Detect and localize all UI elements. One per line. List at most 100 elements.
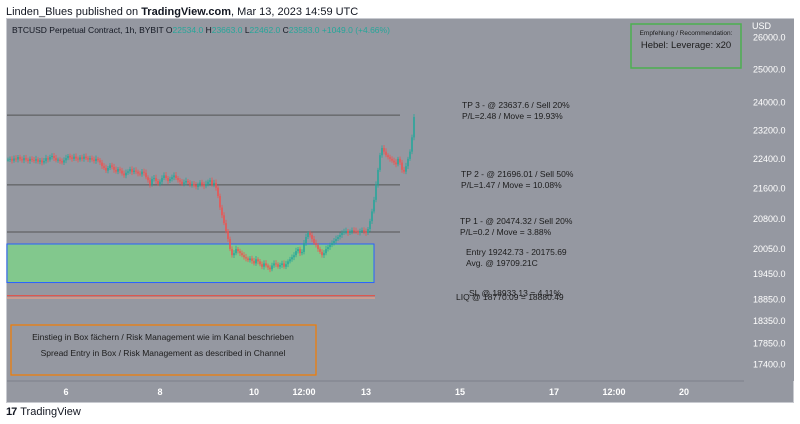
candle-body[interactable] bbox=[171, 177, 173, 180]
candle-body[interactable] bbox=[101, 162, 103, 167]
candle-body[interactable] bbox=[255, 259, 257, 264]
candle-body[interactable] bbox=[303, 243, 305, 252]
candle-body[interactable] bbox=[321, 251, 323, 256]
candle-body[interactable] bbox=[191, 183, 193, 185]
candle-body[interactable] bbox=[75, 156, 77, 159]
candle-body[interactable] bbox=[167, 177, 169, 181]
candle-body[interactable] bbox=[143, 171, 145, 173]
candle-body[interactable] bbox=[287, 261, 289, 265]
candle-body[interactable] bbox=[323, 253, 325, 256]
candle-body[interactable] bbox=[251, 258, 253, 261]
candle-body[interactable] bbox=[327, 247, 329, 250]
candle-body[interactable] bbox=[83, 156, 85, 159]
candle-body[interactable] bbox=[139, 173, 141, 175]
candle-body[interactable] bbox=[245, 257, 247, 259]
candle-body[interactable] bbox=[397, 158, 399, 165]
candle-body[interactable] bbox=[385, 151, 387, 156]
candle-body[interactable] bbox=[79, 157, 81, 160]
candle-body[interactable] bbox=[393, 160, 395, 163]
candle-body[interactable] bbox=[179, 180, 181, 182]
candle-body[interactable] bbox=[95, 158, 97, 162]
candle-body[interactable] bbox=[345, 231, 347, 233]
footer-brand[interactable]: TradingView bbox=[20, 406, 81, 418]
candle-body[interactable] bbox=[409, 151, 411, 159]
candle-body[interactable] bbox=[273, 263, 275, 266]
candle-body[interactable] bbox=[145, 172, 147, 178]
info-box[interactable] bbox=[10, 324, 317, 376]
candle-body[interactable] bbox=[277, 264, 279, 267]
candle-body[interactable] bbox=[195, 185, 197, 187]
candle-body[interactable] bbox=[353, 230, 355, 232]
candle-body[interactable] bbox=[399, 158, 401, 163]
candle-body[interactable] bbox=[241, 253, 243, 256]
candle-body[interactable] bbox=[305, 236, 307, 244]
candle-body[interactable] bbox=[225, 223, 227, 232]
candle-body[interactable] bbox=[281, 263, 283, 266]
candle-body[interactable] bbox=[39, 160, 41, 162]
candle-body[interactable] bbox=[157, 180, 159, 184]
candle-body[interactable] bbox=[249, 258, 251, 261]
candle-body[interactable] bbox=[87, 158, 89, 160]
candle-body[interactable] bbox=[359, 231, 361, 233]
candle-body[interactable] bbox=[193, 183, 195, 186]
candle-body[interactable] bbox=[275, 263, 277, 265]
candle-body[interactable] bbox=[129, 169, 131, 172]
candle-body[interactable] bbox=[65, 158, 67, 161]
candle-body[interactable] bbox=[311, 234, 313, 239]
candle-body[interactable] bbox=[239, 251, 241, 254]
candle-body[interactable] bbox=[403, 169, 405, 172]
candle-body[interactable] bbox=[59, 159, 61, 162]
candle-body[interactable] bbox=[299, 249, 301, 254]
candle-body[interactable] bbox=[293, 255, 295, 258]
candle-body[interactable] bbox=[267, 265, 269, 268]
candle-body[interactable] bbox=[163, 175, 165, 178]
candle-body[interactable] bbox=[31, 158, 33, 160]
candle-body[interactable] bbox=[357, 231, 359, 233]
price-axis[interactable] bbox=[744, 19, 794, 381]
candle-body[interactable] bbox=[221, 207, 223, 216]
candle-body[interactable] bbox=[337, 236, 339, 239]
candle-body[interactable] bbox=[113, 166, 115, 170]
candle-body[interactable] bbox=[261, 264, 263, 267]
candle-body[interactable] bbox=[187, 180, 189, 183]
candle-body[interactable] bbox=[81, 157, 83, 159]
candle-body[interactable] bbox=[413, 116, 415, 138]
candle-body[interactable] bbox=[53, 155, 55, 159]
candle-body[interactable] bbox=[127, 171, 129, 173]
candle-body[interactable] bbox=[289, 259, 291, 262]
candle-body[interactable] bbox=[151, 179, 153, 185]
site-name[interactable]: TradingView.com bbox=[141, 6, 232, 18]
candle-body[interactable] bbox=[379, 155, 381, 170]
candle-body[interactable] bbox=[317, 245, 319, 250]
candle-body[interactable] bbox=[325, 249, 327, 254]
candle-body[interactable] bbox=[153, 177, 155, 180]
candle-body[interactable] bbox=[135, 170, 137, 172]
candle-body[interactable] bbox=[227, 231, 229, 239]
candle-body[interactable] bbox=[209, 180, 211, 182]
candle-body[interactable] bbox=[233, 253, 235, 256]
candle-body[interactable] bbox=[243, 255, 245, 258]
candle-body[interactable] bbox=[23, 158, 25, 161]
candle-body[interactable] bbox=[279, 265, 281, 267]
candle-body[interactable] bbox=[119, 169, 121, 171]
candle-body[interactable] bbox=[181, 181, 183, 184]
candle-body[interactable] bbox=[363, 230, 365, 232]
candle-body[interactable] bbox=[35, 159, 37, 161]
candle-body[interactable] bbox=[97, 158, 99, 161]
candle-body[interactable] bbox=[391, 158, 393, 161]
candle-body[interactable] bbox=[213, 182, 215, 185]
candle-body[interactable] bbox=[377, 169, 379, 185]
candle-body[interactable] bbox=[27, 159, 29, 162]
candle-body[interactable] bbox=[37, 159, 39, 162]
candle-body[interactable] bbox=[111, 165, 113, 167]
candle-body[interactable] bbox=[13, 158, 15, 161]
candle-body[interactable] bbox=[197, 184, 199, 187]
candle-body[interactable] bbox=[105, 168, 107, 171]
candle-body[interactable] bbox=[69, 155, 71, 158]
candle-body[interactable] bbox=[173, 175, 175, 178]
chart-container[interactable] bbox=[6, 18, 794, 403]
candle-body[interactable] bbox=[201, 182, 203, 185]
candle-body[interactable] bbox=[155, 177, 157, 181]
candle-body[interactable] bbox=[265, 263, 267, 266]
candle-body[interactable] bbox=[161, 177, 163, 182]
